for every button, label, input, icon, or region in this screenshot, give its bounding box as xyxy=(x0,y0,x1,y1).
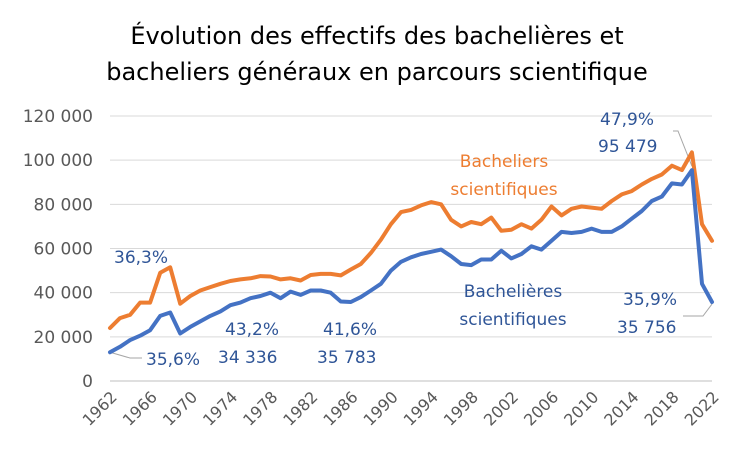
y-tick-label: 80 000 xyxy=(34,195,93,215)
x-tick-label: 1998 xyxy=(440,387,482,429)
x-tick-label: 1970 xyxy=(159,387,201,429)
x-tick-label: 2018 xyxy=(640,387,682,429)
data-labels: 36,3% 35,6% 43,2% 34 336 41,6% 35 783 47,9% 95 … xyxy=(114,110,677,370)
data-label-2020-ratio: 47,9% xyxy=(600,110,654,130)
y-tick-label: 40 000 xyxy=(34,284,93,304)
series-line-bachelieres xyxy=(108,168,714,355)
gridlines xyxy=(110,115,712,382)
leader-2020 xyxy=(673,130,693,167)
x-tick-label: 1994 xyxy=(400,387,442,429)
y-tick-label: 0 xyxy=(82,372,93,392)
x-tick-label: 2006 xyxy=(520,387,562,429)
x-tick-label: 1978 xyxy=(239,387,281,429)
data-label-1986-ratio: 41,6% xyxy=(323,320,377,340)
data-label-1962: 35,6% xyxy=(146,350,200,370)
y-tick-label: 20 000 xyxy=(34,328,93,348)
series-label-bachelieres-line-1: Bachelières xyxy=(464,282,563,302)
x-tick-label: 1962 xyxy=(79,387,121,429)
data-label-1974-value: 34 336 xyxy=(218,348,277,368)
x-tick-label: 1974 xyxy=(199,387,241,429)
data-label-2022-value: 35 756 xyxy=(617,318,676,338)
chart-title-line-2: bacheliers généraux en parcours scientif… xyxy=(106,58,648,86)
x-tick-label: 1986 xyxy=(319,387,361,429)
series-lines xyxy=(108,150,714,355)
data-label-2020-value: 95 479 xyxy=(598,137,657,157)
series-line-bacheliers xyxy=(108,150,714,330)
y-tick-label: 120 000 xyxy=(23,107,93,127)
data-label-1974-ratio: 43,2% xyxy=(225,320,279,340)
chart-title-line-1: Évolution des effectifs des bachelières … xyxy=(130,22,624,50)
series-label-bacheliers-line-1: Bacheliers xyxy=(460,152,549,172)
x-tick-label: 2022 xyxy=(681,387,723,429)
x-tick-label: 2014 xyxy=(600,387,642,429)
leader-2022 xyxy=(683,303,713,317)
data-label-2022-ratio: 35,9% xyxy=(623,290,677,310)
y-axis-tick-labels: 0 20 000 40 000 60 000 80 000 100 000 120 000 xyxy=(23,107,93,392)
y-tick-label: 100 000 xyxy=(23,151,93,171)
chart-title: Évolution des effectifs des bachelières … xyxy=(0,18,754,90)
data-label-1986-value: 35 783 xyxy=(317,348,376,368)
x-axis-tick-labels: 1962196619701974197819821986199019941998… xyxy=(79,387,723,429)
series-label-bachelieres-line-2: scientifiques xyxy=(459,310,566,330)
leader-1962 xyxy=(109,351,142,359)
series-label-bacheliers-line-2: scientifiques xyxy=(450,180,557,200)
x-tick-label: 1966 xyxy=(119,387,161,429)
x-tick-label: 1990 xyxy=(360,387,402,429)
x-tick-label: 1982 xyxy=(279,387,321,429)
data-label-1968-ratio: 36,3% xyxy=(114,248,168,268)
label-leader-lines xyxy=(109,130,713,359)
x-tick-label: 2010 xyxy=(560,387,602,429)
x-tick-label: 2002 xyxy=(480,387,522,429)
y-tick-label: 60 000 xyxy=(34,240,93,260)
